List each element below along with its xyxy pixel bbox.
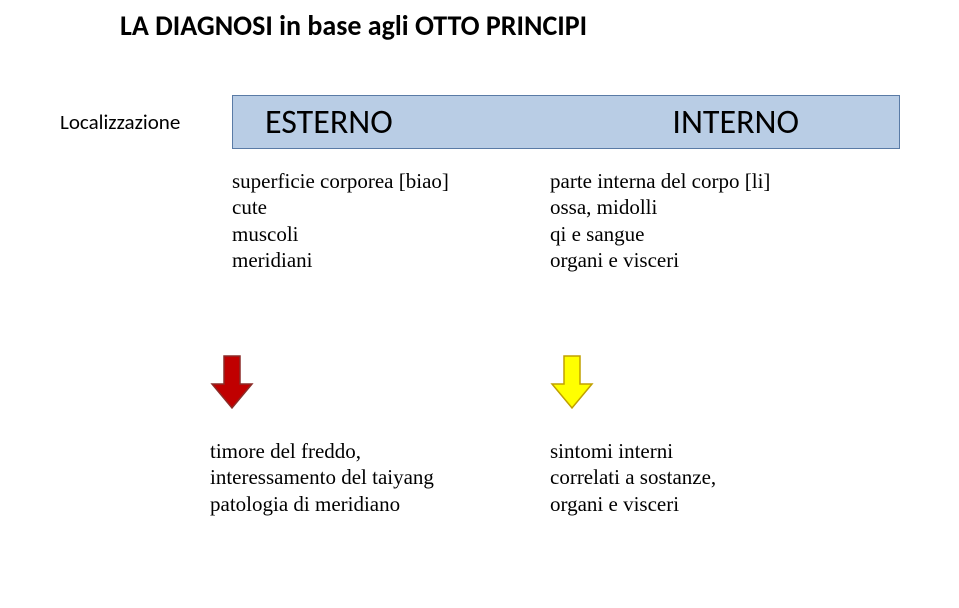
bottom-row: timore del freddo, interessamento del ta…	[210, 438, 880, 517]
esterno-heading: ESTERNO	[265, 102, 672, 143]
bottom-right-list: sintomi interni correlati a sostanze, or…	[550, 438, 880, 517]
list-item: cute	[232, 194, 550, 220]
list-item: timore del freddo,	[210, 438, 550, 464]
list-item: muscoli	[232, 221, 550, 247]
list-item: interessamento del taiyang	[210, 464, 550, 490]
header-box: ESTERNO INTERNO	[232, 95, 900, 149]
page-title: LA DIAGNOSI in base agli OTTO PRINCIPI	[120, 8, 587, 43]
arrow-path	[552, 356, 592, 408]
list-item: organi e visceri	[550, 491, 880, 517]
arrow-down-yellow-icon	[550, 354, 594, 410]
interno-heading: INTERNO	[672, 102, 799, 143]
list-item: patologia di meridiano	[210, 491, 550, 517]
list-item: organi e visceri	[550, 247, 900, 273]
arrow-down-red-icon	[210, 354, 254, 410]
arrow-path	[212, 356, 252, 408]
header-row: Localizzazione ESTERNO INTERNO	[60, 94, 900, 150]
list-item: meridiani	[232, 247, 550, 273]
list-item: parte interna del corpo [li]	[550, 168, 900, 194]
interno-list: parte interna del corpo [li] ossa, midol…	[550, 168, 900, 273]
list-item: ossa, midolli	[550, 194, 900, 220]
arrows-row	[210, 354, 770, 410]
esterno-list: superficie corporea [biao] cute muscoli …	[232, 168, 550, 273]
arrow-right-col	[550, 354, 770, 410]
list-item: correlati a sostanze,	[550, 464, 880, 490]
list-item: qi e sangue	[550, 221, 900, 247]
arrow-left-col	[210, 354, 550, 410]
list-item: sintomi interni	[550, 438, 880, 464]
bottom-left-list: timore del freddo, interessamento del ta…	[210, 438, 550, 517]
localizzazione-label: Localizzazione	[60, 109, 232, 135]
list-item: superficie corporea [biao]	[232, 168, 550, 194]
lists-row: superficie corporea [biao] cute muscoli …	[232, 168, 900, 273]
